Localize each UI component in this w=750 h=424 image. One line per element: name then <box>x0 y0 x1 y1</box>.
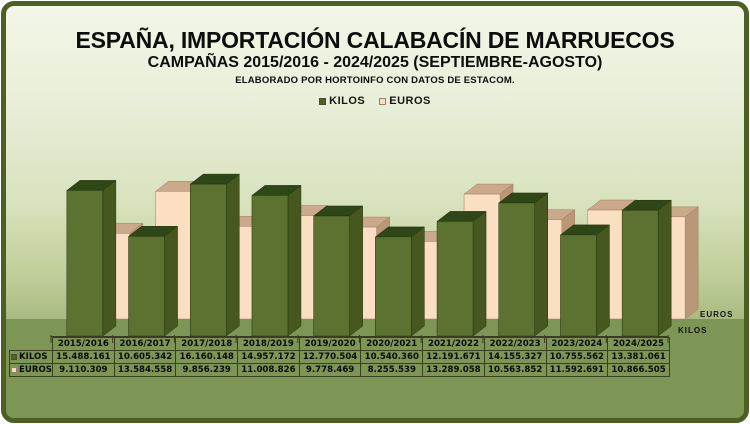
legend-label-kilos: KILOS <box>329 95 366 107</box>
table-column-header: 2016/2017 <box>113 337 177 351</box>
kilos-bar-2024/2025 <box>621 199 672 337</box>
table-column-header: 2015/2016 <box>52 337 115 351</box>
table-value-cell: 11.008.826 <box>237 363 300 377</box>
table-row-euros: EUROS 9.110.309 13.584.558 9.856.239 11.008.… <box>9 363 670 377</box>
table-value-cell: 12.191.671 <box>422 350 485 364</box>
table-column-header: 2018/2019 <box>237 337 300 351</box>
table-column-header: 2024/2025 <box>607 337 670 351</box>
table-value-cell: 13.584.558 <box>113 363 177 377</box>
legend-item-euros: EUROS <box>379 95 431 107</box>
series-axis-label-kilos: KILOS <box>678 326 708 335</box>
table-value-cell: 9.778.469 <box>298 363 362 377</box>
euros-swatch-icon <box>11 367 17 373</box>
chart-legend: KILOS EUROS <box>6 95 744 107</box>
kilos-bar-2020/2021 <box>374 226 426 337</box>
kilos-bar-2023/2024 <box>559 224 611 337</box>
table-row-kilos: KILOS 15.488.161 10.605.342 16.160.148 14.95… <box>9 350 670 364</box>
kilos-bar-2021/2022 <box>436 210 487 337</box>
table-value-cell: 10.540.360 <box>360 350 424 364</box>
table-column-header: 2021/2022 <box>422 337 485 351</box>
kilos-swatch-icon <box>11 354 17 360</box>
data-table: 2015/2016 2016/2017 2017/2018 2018/2019 2019… <box>9 337 670 377</box>
header-block: ESPAÑA, IMPORTACIÓN CALABACÍN DE MARRUEC… <box>6 28 744 86</box>
table-value-cell: 9.110.309 <box>52 363 115 377</box>
page-subtitle: CAMPAÑAS 2015/2016 - 2024/2025 (SEPTIEMB… <box>147 54 603 71</box>
kilos-bar-2015/2016 <box>66 179 117 337</box>
table-value-cell: 10.605.342 <box>113 350 177 364</box>
table-column-header: 2020/2021 <box>360 337 424 351</box>
table-value-cell: 9.856.239 <box>175 363 239 377</box>
table-row-label: KILOS <box>9 350 53 364</box>
euros-swatch-icon <box>379 97 387 105</box>
table-column-header: 2017/2018 <box>175 337 239 351</box>
page-title: ESPAÑA, IMPORTACIÓN CALABACÍN DE MARRUEC… <box>75 27 675 53</box>
table-value-cell: 10.563.852 <box>483 363 547 377</box>
legend-item-kilos: KILOS <box>319 95 365 107</box>
series-axis-label-euros: EUROS <box>700 310 734 319</box>
kilos-bar-2018/2019 <box>251 184 302 337</box>
credit-line: ELABORADO POR HORTOINFO CON DATOS DE EST… <box>235 75 515 86</box>
table-row-label: EUROS <box>9 363 53 377</box>
kilos-bar-2019/2020 <box>312 205 364 337</box>
table-value-cell: 15.488.161 <box>52 350 115 364</box>
table-value-cell: 13.289.058 <box>422 363 485 377</box>
kilos-bar-2022/2023 <box>498 192 549 337</box>
table-corner-cell <box>10 338 53 351</box>
table-value-cell: 14.957.172 <box>237 350 300 364</box>
table-column-header: 2022/2023 <box>483 337 547 351</box>
table-column-header: 2023/2024 <box>545 337 609 351</box>
table-value-cell: 8.255.539 <box>360 363 424 377</box>
kilos-bar-2017/2018 <box>189 173 240 337</box>
kilos-bar-2016/2017 <box>127 225 179 337</box>
data-table-wrapper: 2015/2016 2016/2017 2017/2018 2018/2019 2019… <box>9 337 670 377</box>
table-column-header: 2019/2020 <box>298 337 362 351</box>
table-value-cell: 13.381.061 <box>607 350 670 364</box>
table-value-cell: 16.160.148 <box>175 350 239 364</box>
table-value-cell: 10.755.562 <box>545 350 609 364</box>
table-header-row: 2015/2016 2016/2017 2017/2018 2018/2019 2019… <box>10 337 670 351</box>
table-value-cell: 10.866.505 <box>607 363 670 377</box>
legend-label-euros: EUROS <box>389 95 431 107</box>
kilos-swatch-icon <box>319 97 327 105</box>
table-value-cell: 14.155.327 <box>483 350 547 364</box>
table-value-cell: 12.770.504 <box>298 350 362 364</box>
bar-chart <box>50 173 699 343</box>
table-value-cell: 11.592.691 <box>545 363 609 377</box>
